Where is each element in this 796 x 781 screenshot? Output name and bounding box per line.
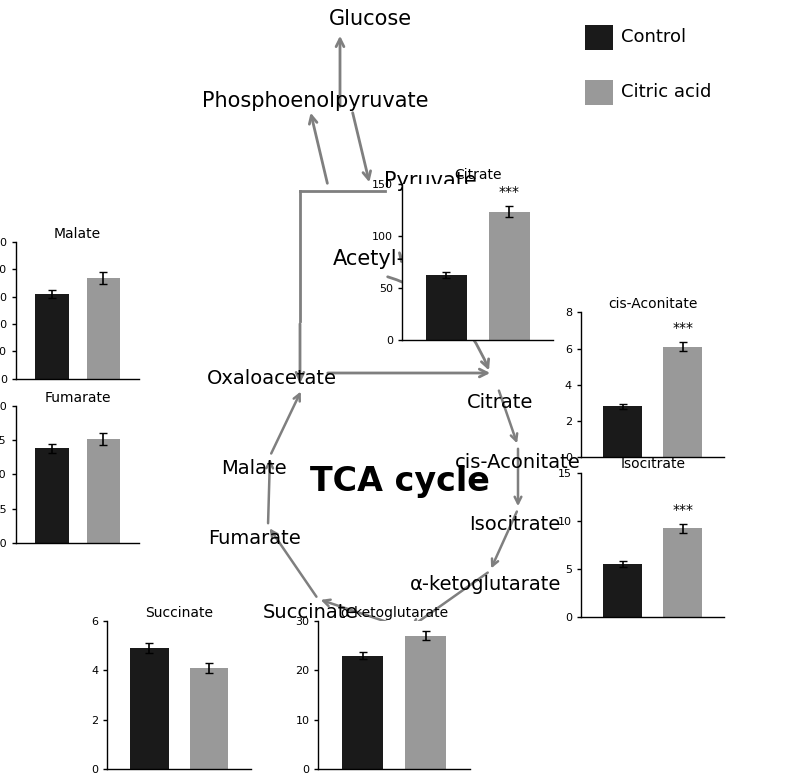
Bar (342, 655, 383, 769)
Text: Citric acid: Citric acid (621, 83, 712, 102)
Bar (663, 347, 702, 457)
Text: Glucose: Glucose (329, 9, 412, 29)
Title: Fumarate: Fumarate (45, 391, 111, 405)
Text: Control: Control (621, 28, 686, 46)
Title: α-ketoglutarate: α-ketoglutarate (340, 606, 448, 620)
Text: Pyruvate: Pyruvate (384, 171, 476, 191)
Text: Malate: Malate (221, 459, 287, 479)
Bar (35, 294, 68, 379)
Text: Fumarate: Fumarate (209, 530, 302, 548)
Text: ***: *** (672, 503, 693, 517)
Text: Succinyl-CoA: Succinyl-CoA (338, 636, 466, 654)
Bar (87, 439, 120, 543)
Text: cis-Aconitate: cis-Aconitate (455, 454, 581, 473)
Bar (603, 406, 642, 457)
Text: ***: *** (672, 321, 693, 335)
Bar (189, 668, 228, 769)
Bar (585, 80, 613, 105)
Bar (35, 448, 68, 543)
Bar (87, 278, 120, 379)
Bar (426, 275, 466, 340)
Text: Succinate: Succinate (263, 604, 357, 622)
Title: Malate: Malate (54, 227, 101, 241)
Bar (405, 636, 446, 769)
Bar (489, 212, 529, 340)
Title: Isocitrate: Isocitrate (620, 458, 685, 472)
Bar (663, 529, 702, 617)
Text: Isocitrate: Isocitrate (470, 515, 560, 534)
Title: Succinate: Succinate (145, 606, 213, 620)
Title: Citrate: Citrate (454, 169, 501, 183)
Bar (130, 648, 169, 769)
Text: Oxaloacetate: Oxaloacetate (207, 369, 337, 387)
Text: α-ketoglutarate: α-ketoglutarate (410, 576, 562, 594)
Bar (603, 564, 642, 617)
Title: cis-Aconitate: cis-Aconitate (608, 298, 697, 312)
Text: Phosphoenolpyruvate: Phosphoenolpyruvate (201, 91, 428, 111)
Bar (585, 25, 613, 50)
Text: Citrate: Citrate (466, 394, 533, 412)
Text: ***: *** (498, 184, 520, 198)
Text: TCA cycle: TCA cycle (310, 465, 490, 497)
Text: Acetyl-CoA: Acetyl-CoA (334, 249, 447, 269)
